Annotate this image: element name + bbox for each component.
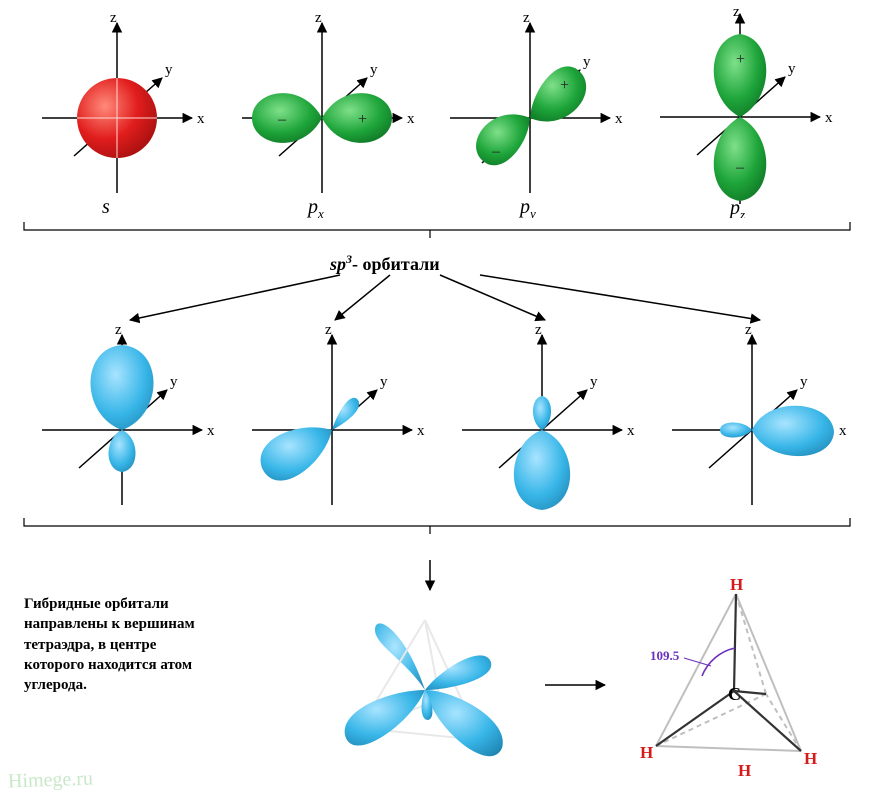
atom-H3: H — [804, 749, 817, 768]
angle-label: 109.5 — [650, 648, 680, 663]
ch4-tetrahedron: 109.5 C H H H H — [616, 576, 846, 786]
watermark: Himege.ru — [8, 768, 94, 794]
atom-H1: H — [730, 576, 743, 594]
atom-H4: H — [738, 761, 751, 780]
atom-H2: H — [640, 743, 653, 762]
atom-C: C — [728, 684, 741, 704]
